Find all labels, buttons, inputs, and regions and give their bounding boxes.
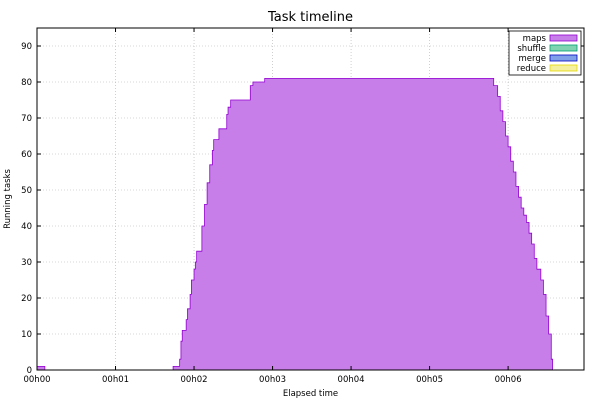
x-tick-label: 00h01 xyxy=(102,375,129,385)
y-tick-label: 70 xyxy=(21,114,32,124)
y-axis-label: Running tasks xyxy=(3,169,13,229)
y-tick-label: 60 xyxy=(21,150,32,160)
y-tick-label: 40 xyxy=(21,222,32,232)
x-tick-label: 00h00 xyxy=(23,375,50,385)
x-tick-label: 00h04 xyxy=(338,375,365,385)
y-tick-label: 30 xyxy=(21,258,32,268)
x-axis-label: Elapsed time xyxy=(283,389,338,399)
legend-swatch-shuffle xyxy=(549,44,578,52)
plot-frame xyxy=(36,27,585,371)
y-tick-label: 0 xyxy=(27,366,32,376)
data-layer xyxy=(36,78,553,371)
legend-label-shuffle: shuffle xyxy=(517,44,546,54)
tick-layer: 0 10 20 30 40 50 60 70 80 90 00h00 00h01 00h02 00h03 0… xyxy=(21,28,584,385)
legend-label-merge: merge xyxy=(519,54,546,64)
legend-swatch-reduce xyxy=(549,64,578,72)
legend-label-maps: maps xyxy=(523,34,547,44)
y-tick-label: 10 xyxy=(21,330,32,340)
x-tick-label: 00h02 xyxy=(181,375,208,385)
x-tick-label: 00h03 xyxy=(259,375,286,385)
y-tick-label: 20 xyxy=(21,294,32,304)
x-tick-label: 00h06 xyxy=(495,375,522,385)
y-tick-label: 80 xyxy=(21,78,32,88)
x-tick-label: 00h05 xyxy=(416,375,443,385)
y-tick-label: 50 xyxy=(21,186,32,196)
y-tick-label: 90 xyxy=(21,42,32,52)
chart-title: Task timeline xyxy=(267,10,353,25)
legend-swatch-maps xyxy=(549,34,578,42)
series-area-maps xyxy=(36,78,553,371)
legend-swatch-merge xyxy=(549,54,578,62)
legend-label-reduce: reduce xyxy=(517,64,546,74)
